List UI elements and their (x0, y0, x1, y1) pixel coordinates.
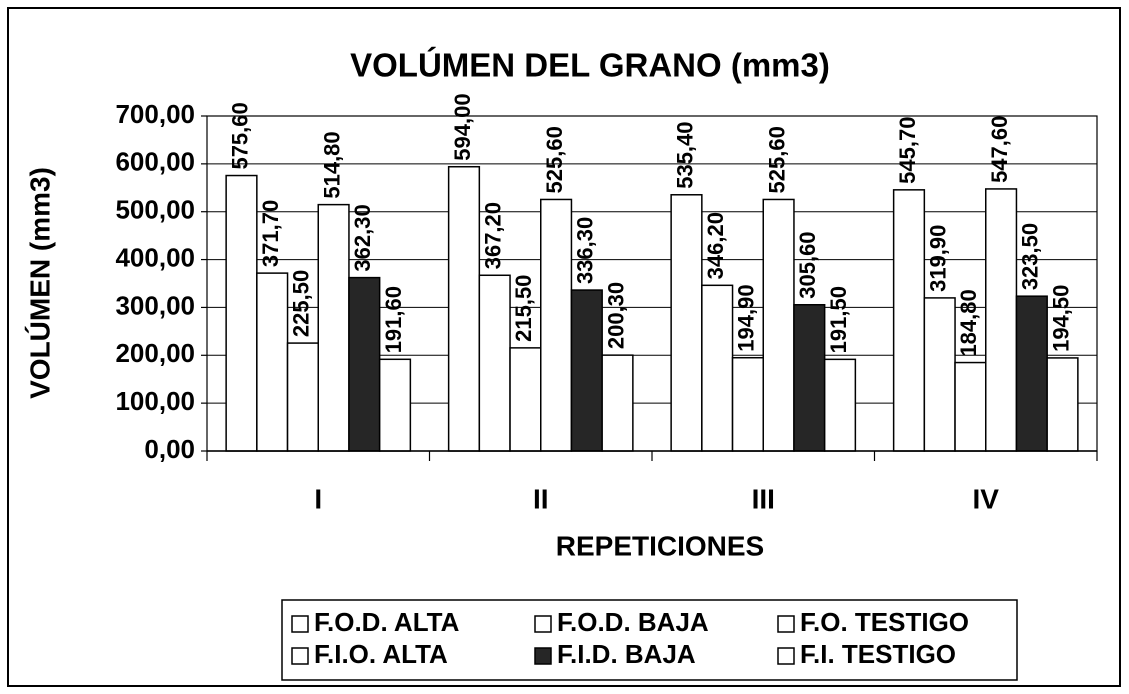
x-tick-label: II (533, 483, 549, 514)
y-tick-label: 0,00 (144, 434, 195, 464)
data-label: 336,30 (573, 217, 598, 284)
bar (1015, 295, 1048, 452)
data-label: 184,80 (956, 289, 981, 356)
x-tick-label: IV (973, 483, 1000, 514)
data-label: 545,70 (895, 117, 920, 184)
bar (317, 203, 350, 452)
legend-label: F.I.O. ALTA (314, 639, 448, 669)
data-label: 194,50 (1048, 285, 1073, 352)
legend-label: F.O.D. BAJA (557, 607, 709, 637)
data-label: 371,70 (258, 200, 283, 267)
data-label: 535,40 (672, 121, 697, 188)
bar (540, 198, 573, 452)
legend-swatch (291, 615, 309, 633)
bar (225, 174, 258, 452)
data-label: 594,00 (450, 93, 475, 160)
data-label: 575,60 (227, 102, 252, 169)
y-tick-label: 500,00 (115, 195, 195, 225)
data-label: 191,60 (381, 286, 406, 353)
x-axis-title: REPETICIONES (556, 530, 764, 561)
data-label: 215,50 (511, 275, 536, 342)
bar (701, 284, 734, 452)
data-label: 525,60 (542, 126, 567, 193)
bar (670, 194, 703, 452)
bar (954, 361, 987, 452)
bar (348, 276, 381, 452)
data-label: 225,50 (289, 270, 314, 337)
legend (281, 599, 1018, 681)
bar (762, 198, 795, 452)
data-label: 191,50 (826, 286, 851, 353)
bar (601, 354, 634, 452)
data-label: 323,50 (1018, 223, 1043, 290)
legend-label: F.I. TESTIGO (800, 639, 956, 669)
bar (286, 342, 320, 452)
bar (478, 274, 511, 452)
y-tick-label: 600,00 (115, 147, 195, 177)
data-label: 319,90 (926, 225, 951, 292)
legend-swatch (291, 647, 309, 665)
data-label: 514,80 (319, 131, 344, 198)
bar (793, 303, 826, 452)
data-label: 346,20 (703, 212, 728, 279)
bar (447, 165, 481, 452)
y-tick-label: 300,00 (115, 290, 195, 320)
y-axis-title: VOLÚMEN (mm3) (24, 167, 55, 399)
x-tick-label: III (752, 483, 775, 514)
y-tick-label: 200,00 (115, 338, 195, 368)
bar (985, 188, 1018, 452)
bar (256, 272, 289, 452)
legend-label: F.I.D. BAJA (557, 639, 696, 669)
data-label: 194,90 (734, 284, 759, 351)
y-tick-label: 400,00 (115, 242, 195, 272)
data-label: 547,60 (987, 116, 1012, 183)
data-label: 362,30 (350, 204, 375, 271)
bar (1046, 357, 1079, 452)
bar (823, 358, 857, 452)
chart-title: VOLÚMEN DEL GRANO (mm3) (350, 47, 830, 84)
y-tick-label: 700,00 (115, 99, 195, 129)
y-tick-label: 100,00 (115, 386, 195, 416)
data-label: 525,60 (764, 126, 789, 193)
legend-swatch (777, 615, 795, 633)
bar (509, 347, 542, 452)
data-label: 367,20 (481, 202, 506, 269)
legend-label: F.O. TESTIGO (800, 607, 969, 637)
legend-swatch (777, 647, 795, 665)
data-label: 200,30 (603, 282, 628, 349)
bar (731, 356, 764, 452)
x-tick-label: I (314, 483, 322, 514)
bar (892, 189, 926, 452)
bar (570, 289, 603, 452)
legend-swatch (534, 647, 552, 665)
bar (923, 297, 956, 452)
legend-swatch (534, 615, 552, 633)
data-label: 305,60 (795, 231, 820, 298)
legend-label: F.O.D. ALTA (314, 607, 460, 637)
bar (378, 358, 412, 452)
